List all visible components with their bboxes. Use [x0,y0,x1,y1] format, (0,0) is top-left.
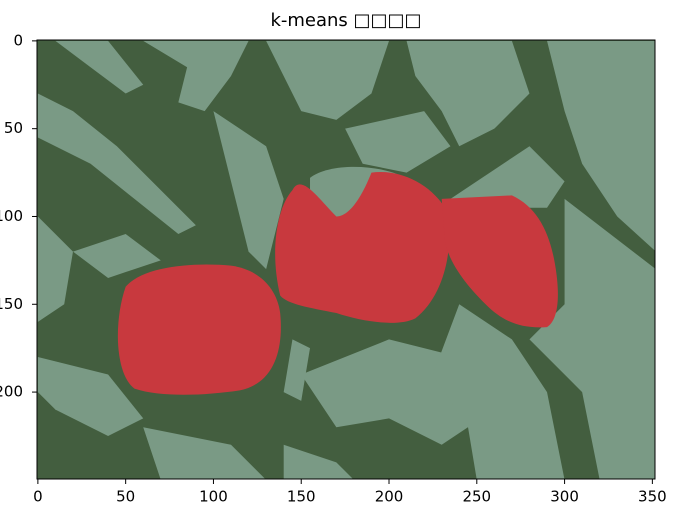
axes-frame [36,39,656,480]
x-tick-label: 350 [638,488,667,506]
x-tick-label: 0 [33,488,43,506]
x-tick-label: 300 [550,488,579,506]
x-tick-label: 250 [462,488,491,506]
segmentation-image [37,40,655,479]
y-tick-label: 150 [0,295,23,313]
y-tick-label: 200 [0,383,23,401]
x-tick-label: 100 [199,488,228,506]
y-tick-label: 0 [13,31,23,49]
chart-title: k-means □□□□ [270,10,421,31]
y-tick-label: 50 [4,119,23,137]
x-tick-label: 150 [287,488,316,506]
y-tick-label: 100 [0,207,23,225]
x-tick-label: 200 [375,488,404,506]
x-tick-label: 50 [116,488,135,506]
